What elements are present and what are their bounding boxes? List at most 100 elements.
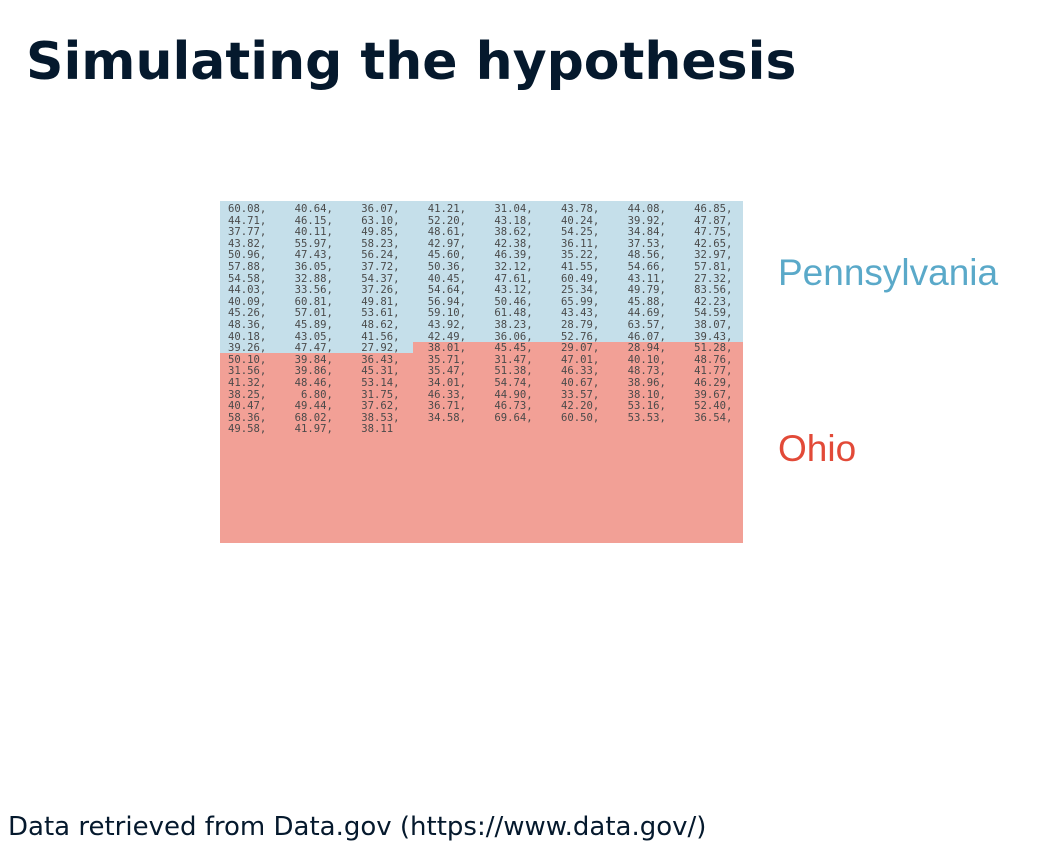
vote-share-data-block: 60.08, 40.64, 36.07, 41.21, 31.04, 43.78, 44.0… [220, 201, 743, 543]
data-row: 40.09, 60.81, 49.81, 56.94, 50.46, 65.99, 45.8… [228, 295, 761, 309]
data-value: 52.76, [560, 330, 600, 343]
data-value: 43.05, [294, 330, 333, 343]
data-value: 54.58, [228, 272, 267, 285]
data-row: 40.18, 43.05, 41.56, 42.49, 36.06, 52.76, 46.0… [228, 330, 761, 344]
data-value: 44.71, [228, 214, 267, 227]
data-value: 36.71, [427, 400, 467, 413]
data-value: 32.97, [694, 249, 733, 262]
data-value: 46.15, [294, 214, 333, 227]
data-value: 46.29, [694, 376, 733, 389]
data-value: 6.80, [294, 388, 333, 401]
data-value: 38.10, [627, 388, 666, 401]
data-value: 40.18, [228, 330, 267, 343]
data-value: 46.33, [427, 388, 467, 401]
data-value: 44.69, [627, 307, 666, 320]
data-value: 38.11 [361, 423, 394, 436]
data-row: 38.25, 6.80, 31.75, 46.33, 44.90, 33.57, 38.1… [228, 388, 761, 402]
data-value: 83.56, [694, 284, 733, 297]
data-value: 54.64, [427, 284, 467, 297]
data-value: 42.65, [694, 237, 733, 250]
data-value: 40.67, [560, 376, 600, 389]
data-value: 60.08, [228, 203, 267, 215]
data-value: 41.77, [694, 365, 733, 378]
data-value: 43.78, [560, 203, 600, 215]
data-value: 47.87, [694, 214, 733, 227]
data-value: 28.94, [627, 342, 666, 355]
data-value: 46.73, [494, 400, 533, 413]
data-value: 43.43, [560, 307, 600, 320]
data-value: 44.90, [494, 388, 533, 401]
data-value: 49.79, [627, 284, 666, 297]
data-source-footnote: Data retrieved from Data.gov (https://ww… [8, 812, 707, 842]
data-value: 50.36, [427, 260, 467, 273]
data-value: 37.62, [361, 400, 400, 413]
data-row: 44.03, 33.56, 37.26, 54.64, 43.12, 25.34, 49.7… [228, 285, 761, 297]
data-value: 47.61, [494, 272, 533, 285]
data-value: 43.18, [494, 214, 533, 227]
data-value: 36.07, [361, 203, 400, 215]
data-row: 60.08, 40.64, 36.07, 41.21, 31.04, 43.78, 44.0… [228, 203, 761, 216]
ohio-highlight-start [413, 342, 743, 354]
data-value: 27.32, [694, 272, 733, 285]
data-row: 31.56, 39.86, 45.31, 35.47, 51.38, 46.33, 48.7… [228, 366, 761, 378]
data-value: 47.43, [294, 249, 333, 262]
data-value: 54.74, [494, 376, 533, 389]
data-value: 52.20, [427, 214, 467, 227]
data-value: 47.01, [560, 353, 600, 366]
data-value: 41.32, [228, 376, 267, 389]
data-row: 39.26, 47.47, 27.92, 38.01, 45.45, 29.07, 28.9… [228, 343, 761, 355]
data-value: 41.56, [361, 330, 400, 343]
data-value: 48.61, [427, 226, 467, 239]
data-value: 58.23, [361, 237, 400, 250]
data-value: 45.88, [627, 295, 666, 308]
data-value: 42.38, [494, 237, 533, 250]
data-row: 50.96, 47.43, 56.24, 45.60, 46.39, 35.22, 48.5… [228, 250, 761, 262]
data-value: 38.23, [494, 318, 533, 331]
data-value: 58.36, [228, 411, 267, 424]
data-value: 39.84, [294, 353, 333, 366]
data-value: 56.24, [361, 249, 400, 262]
data-value: 49.85, [361, 226, 400, 239]
data-value: 56.94, [427, 295, 467, 308]
data-value: 51.28, [694, 342, 733, 355]
data-value: 48.73, [627, 365, 666, 378]
data-value: 45.31, [361, 365, 400, 378]
data-value: 53.61, [361, 307, 400, 320]
data-value: 38.96, [627, 376, 666, 389]
data-value: 63.10, [361, 214, 400, 227]
data-value: 60.81, [294, 295, 333, 308]
data-value: 38.53, [361, 411, 400, 424]
data-value: 48.46, [294, 376, 333, 389]
data-value: 39.86, [294, 365, 333, 378]
data-value: 48.62, [361, 318, 400, 331]
data-value: 40.24, [560, 214, 600, 227]
data-value: 60.50, [560, 411, 600, 424]
data-value: 31.75, [361, 388, 400, 401]
data-value: 36.54, [694, 411, 733, 424]
data-value: 57.88, [228, 260, 267, 273]
data-row: 37.77, 40.11, 49.85, 48.61, 38.62, 54.25, 34.8… [228, 227, 761, 239]
data-value: 69.64, [494, 411, 533, 424]
data-value: 47.75, [694, 226, 733, 239]
data-value: 28.79, [560, 318, 600, 331]
vote-share-numbers: 60.08, 40.64, 36.07, 41.21, 31.04, 43.78, 44.0… [228, 203, 761, 436]
data-value: 32.12, [494, 260, 533, 273]
data-value: 50.46, [494, 295, 533, 308]
data-value: 37.26, [361, 284, 400, 297]
data-value: 54.25, [560, 226, 600, 239]
data-value: 55.97, [294, 237, 333, 250]
data-value: 59.10, [427, 307, 467, 320]
data-value: 40.45, [427, 272, 467, 285]
data-value: 45.26, [228, 307, 267, 320]
data-value: 45.45, [494, 342, 533, 355]
data-value: 57.81, [694, 260, 733, 273]
data-value: 47.47, [294, 342, 333, 355]
data-value: 37.77, [228, 226, 267, 239]
data-row: 48.36, 45.89, 48.62, 43.92, 38.23, 28.79, 63.5… [228, 318, 761, 332]
data-row: 41.32, 48.46, 53.14, 34.01, 54.74, 40.67, 38.9… [228, 376, 761, 390]
data-value: 46.07, [627, 330, 666, 343]
data-value: 48.76, [694, 353, 733, 366]
data-value: 29.07, [560, 342, 600, 355]
data-value: 63.57, [627, 318, 666, 331]
data-value: 46.39, [494, 249, 533, 262]
